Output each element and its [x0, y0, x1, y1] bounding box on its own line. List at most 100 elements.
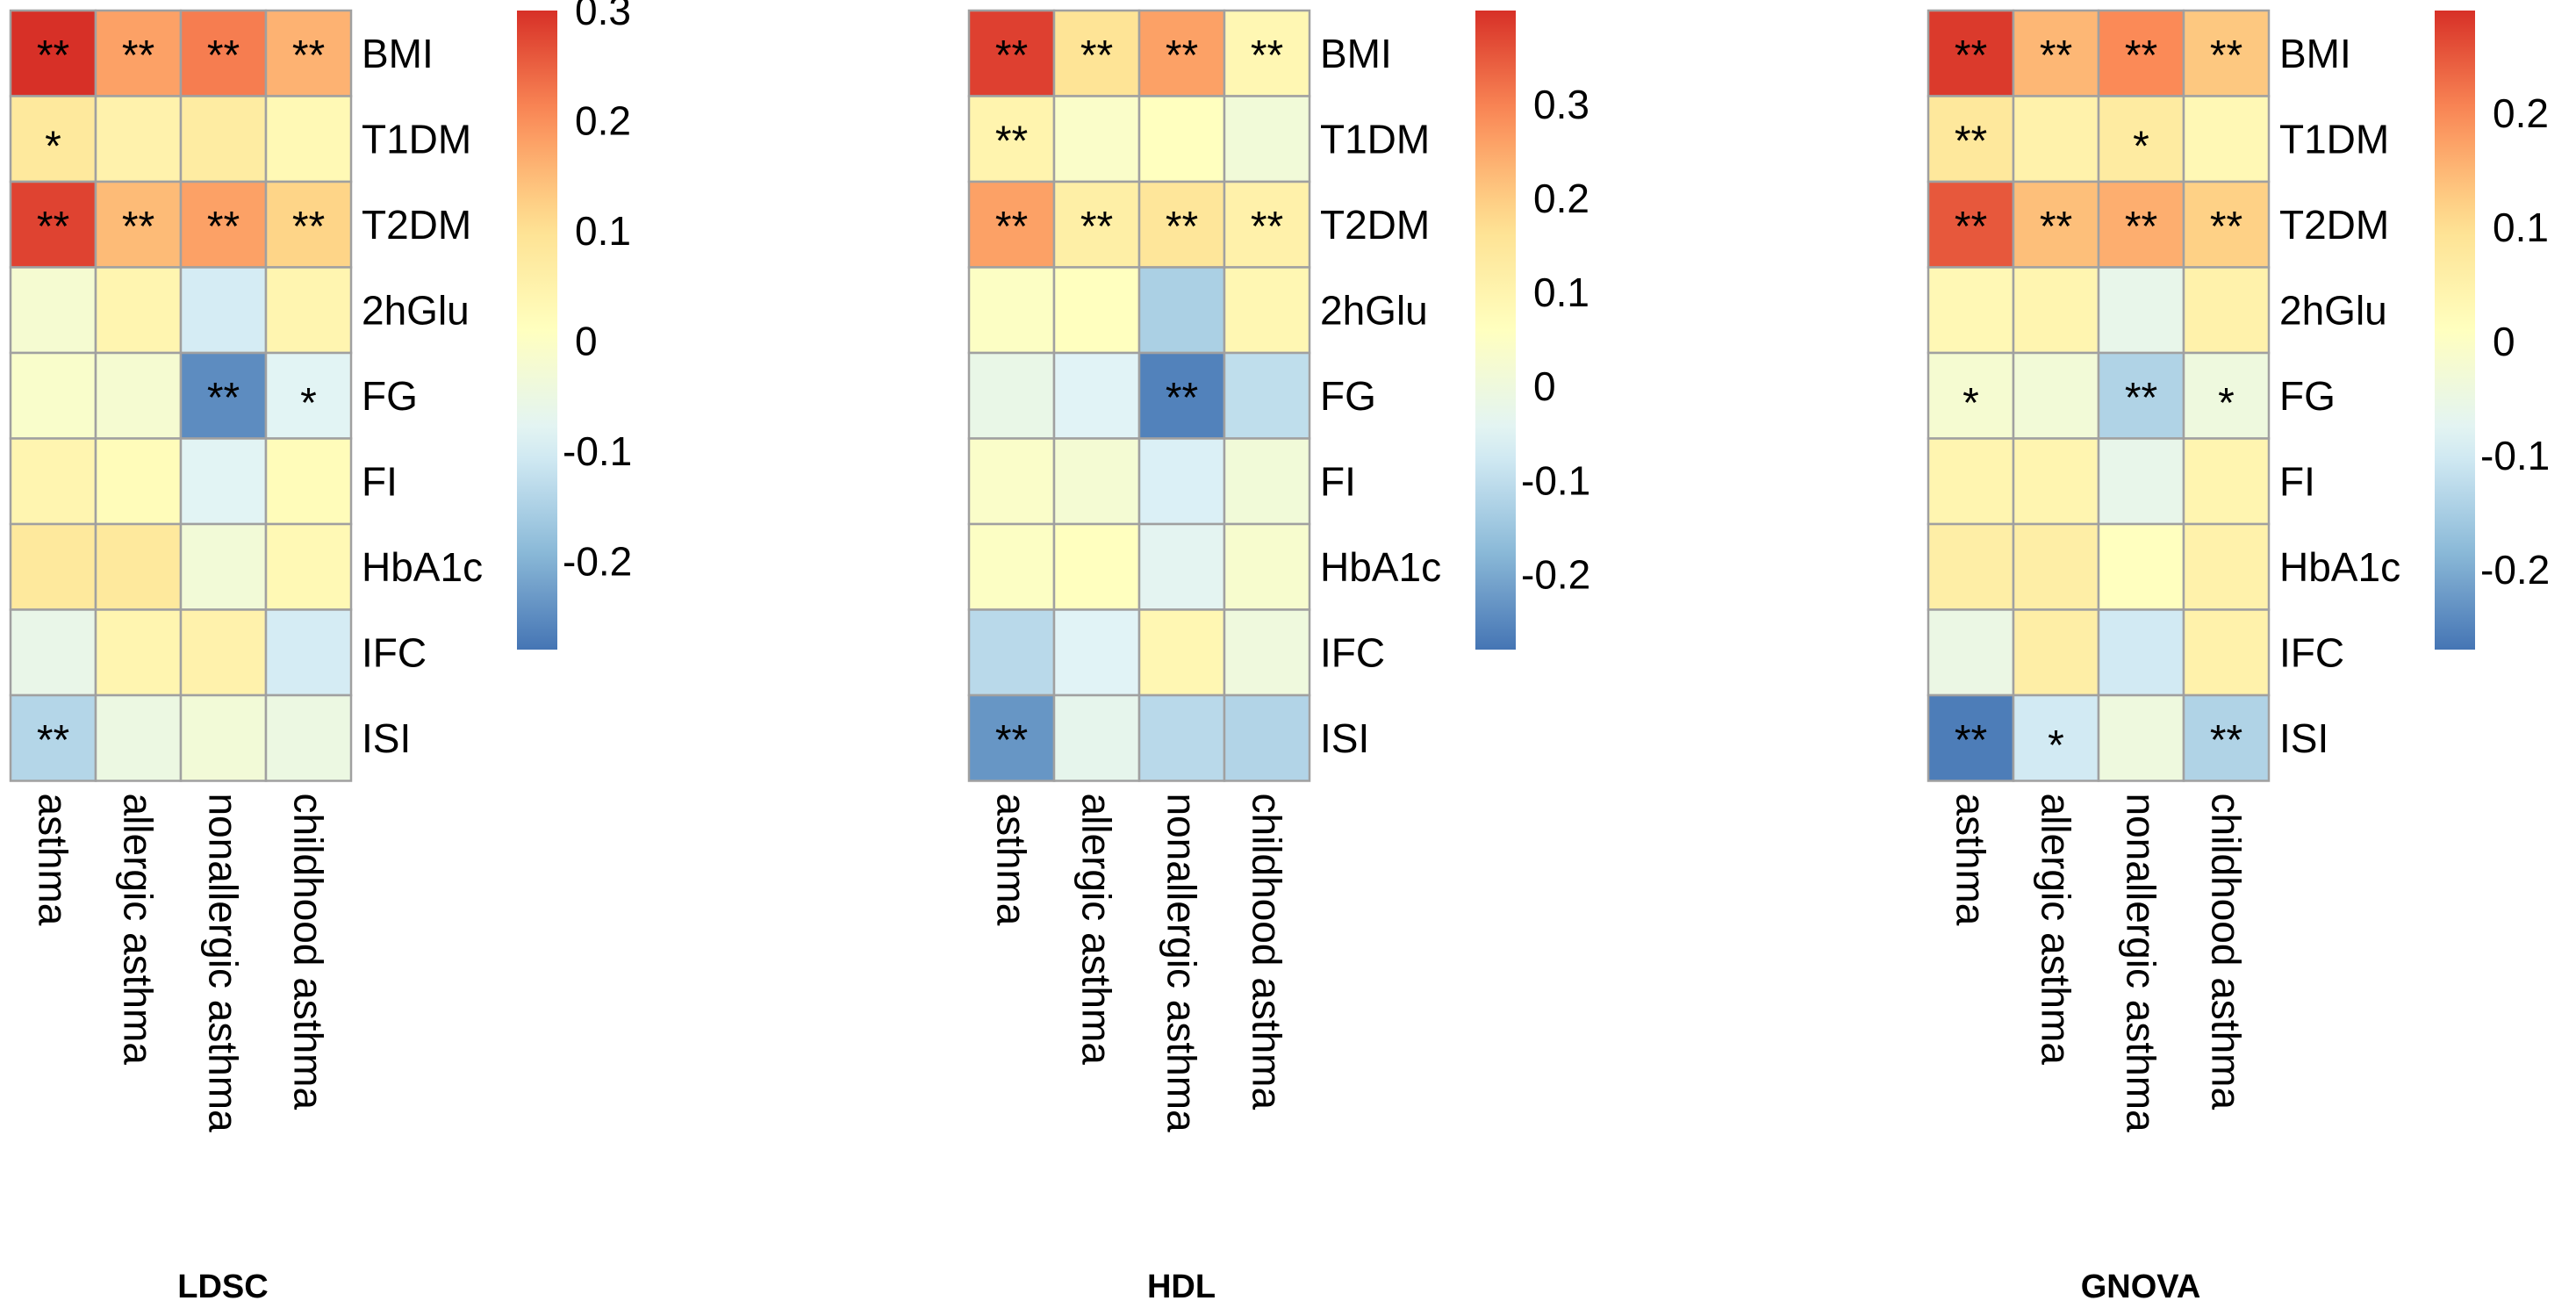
heatmap-panel-ldsc: ** ** ** ***** ** ** **** ***BMIT1DMT2DM2hGluFG…: [9, 0, 632, 1305]
column-label: asthma: [989, 794, 1035, 926]
heatmap-cell: [2182, 266, 2271, 355]
heatmap-cell: [1052, 522, 1141, 611]
heatmap-cell: [1223, 95, 1311, 183]
heatmap-cell: [1137, 694, 1226, 782]
row-label: T2DM: [2279, 202, 2389, 248]
heatmap-cell: [94, 266, 183, 355]
heatmap-cell: [9, 522, 97, 611]
heatmap-cell: [967, 180, 1056, 269]
column-label: allergic asthma: [116, 794, 161, 1066]
significance-label: **: [37, 32, 69, 79]
significance-label: **: [1955, 717, 1987, 764]
heatmap-cell: [2182, 351, 2271, 440]
column-label: childhood asthma: [286, 794, 332, 1110]
heatmap-cell: [1927, 95, 2015, 183]
heatmap-cell: [1137, 266, 1226, 355]
heatmap-cell: [179, 608, 268, 697]
legend-tick-label: 0.1: [2493, 205, 2549, 250]
heatmap-cell: [2182, 522, 2271, 611]
heatmap-cell: [1052, 694, 1141, 782]
heatmap-cell: [1137, 351, 1226, 440]
heatmap-cell: [2182, 180, 2271, 269]
significance-label: **: [2125, 204, 2157, 250]
heatmap-cell: [264, 266, 353, 355]
heatmap-cell: [1223, 608, 1311, 697]
legend-tick-label: 0.3: [1533, 82, 1589, 127]
row-label: FG: [1320, 373, 1376, 419]
heatmap-cell: [2012, 266, 2100, 355]
heatmap-cell: [1137, 95, 1226, 183]
row-label: HbA1c: [1320, 544, 1441, 590]
heatmap-cell: [1927, 266, 2015, 355]
legend-tick-label: 0.2: [575, 98, 631, 144]
column-label: asthma: [1948, 794, 1994, 926]
row-label: BMI: [2279, 31, 2351, 76]
significance-label: **: [995, 717, 1028, 764]
column-label: asthma: [31, 794, 76, 926]
significance-label: **: [1080, 32, 1113, 79]
significance-label: **: [207, 375, 240, 421]
heatmap-cell: [2097, 266, 2185, 355]
row-label: FI: [2279, 458, 2315, 504]
legend-tick-label: 0: [575, 319, 598, 364]
heatmap-cell: [264, 351, 353, 440]
heatmap-cell: [2182, 608, 2271, 697]
row-label: T2DM: [1320, 202, 1430, 248]
significance-label: **: [2210, 717, 2242, 764]
heatmap-cell: [967, 608, 1056, 697]
significance-label: **: [2125, 375, 2157, 421]
heatmap-cell: [1052, 351, 1141, 440]
heatmap-cell: [2012, 608, 2100, 697]
heatmap-cell: [264, 437, 353, 526]
row-label: FG: [2279, 373, 2336, 419]
significance-label: **: [1166, 375, 1198, 421]
heatmap-cell: [2012, 694, 2100, 782]
heatmap-cell: [179, 522, 268, 611]
heatmap-cell: [967, 437, 1056, 526]
heatmap-cell: [2182, 694, 2271, 782]
heatmap-cell: [1223, 9, 1311, 97]
heatmap-cell: [1052, 608, 1141, 697]
heatmap-cell: [1927, 437, 2015, 526]
row-label: ISI: [1320, 715, 1369, 761]
color-legend-bar: [1475, 11, 1516, 650]
significance-label: **: [2210, 32, 2242, 79]
row-label: 2hGlu: [362, 287, 470, 333]
heatmap-cell: [1927, 694, 2015, 782]
color-legend-bar: [517, 11, 557, 650]
legend-tick-label: 0.2: [2493, 90, 2549, 136]
heatmap-cell: [264, 9, 353, 97]
heatmap-cell: [1052, 266, 1141, 355]
row-label: HbA1c: [2279, 544, 2400, 590]
row-label: FI: [1320, 458, 1356, 504]
heatmap-cell: [2012, 437, 2100, 526]
legend-tick-label: -0.1: [1521, 457, 1590, 503]
heatmap-cell: [2182, 437, 2271, 526]
heatmap-cell: [179, 437, 268, 526]
row-label: BMI: [1320, 31, 1392, 76]
significance-label: **: [1080, 204, 1113, 250]
heatmap-cell: [2012, 95, 2100, 183]
column-label: nonallergic asthma: [2119, 794, 2164, 1133]
column-label: allergic asthma: [2034, 794, 2079, 1066]
heatmap-cell: [179, 694, 268, 782]
panel-title: LDSC: [177, 1268, 268, 1305]
heatmap-cell: [179, 266, 268, 355]
significance-label: **: [1166, 204, 1198, 250]
heatmap-cell: [179, 95, 268, 183]
significance-label: *: [2133, 123, 2149, 169]
heatmap-cell: [264, 608, 353, 697]
heatmap-cell: [2012, 351, 2100, 440]
heatmap-cell: [94, 9, 183, 97]
heatmap-cell: [94, 522, 183, 611]
heatmap-cell: [9, 351, 97, 440]
heatmap-cell: [967, 95, 1056, 183]
significance-label: *: [2048, 722, 2064, 769]
significance-label: **: [1955, 118, 1987, 164]
heatmap-cell: [94, 95, 183, 183]
heatmap-cell: [1137, 437, 1226, 526]
significance-label: **: [1166, 32, 1198, 79]
significance-label: **: [2040, 204, 2072, 250]
heatmap-cell: [1223, 522, 1311, 611]
heatmap-cell: [967, 522, 1056, 611]
